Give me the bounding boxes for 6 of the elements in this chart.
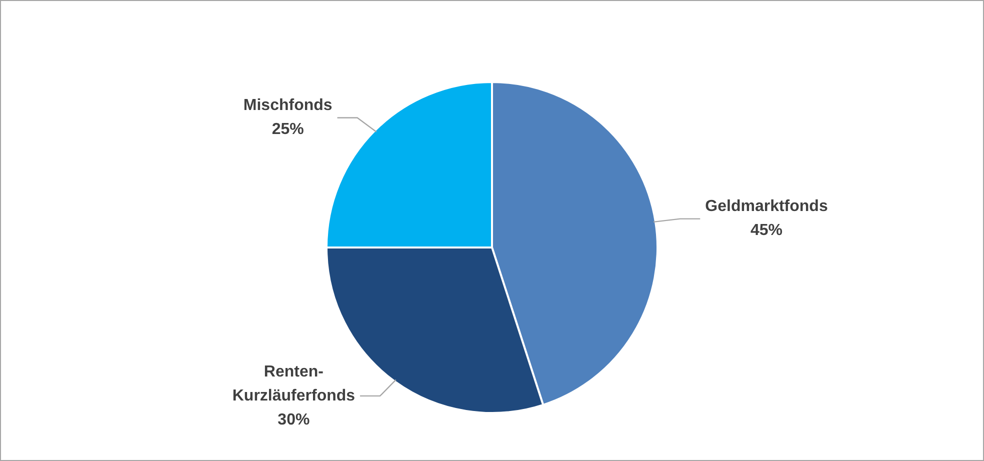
data-label: 30% [278, 411, 310, 428]
slice-label: Geldmarktfonds [705, 198, 828, 216]
slice-label: Mischfonds [243, 97, 332, 114]
slice-label: Renten-Kurzläuferfonds [232, 363, 356, 404]
data-label: 45% [750, 222, 783, 240]
data-label: 25% [272, 121, 304, 138]
